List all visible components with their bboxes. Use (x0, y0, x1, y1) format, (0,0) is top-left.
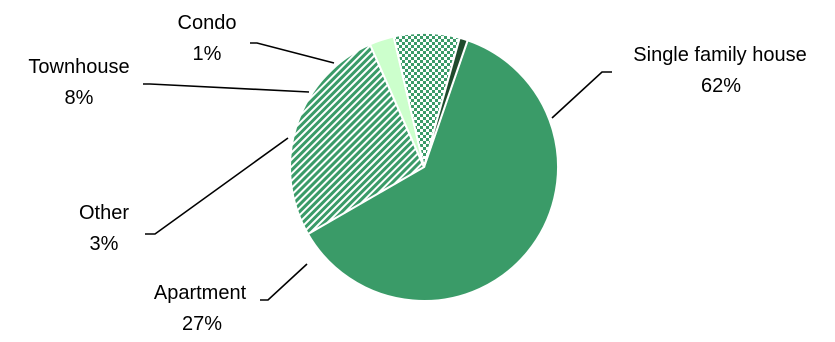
slice-label-condo-name: Condo (178, 12, 237, 34)
slice-label-single-family-house-value: 62% (701, 75, 741, 97)
leader-line-single-family-house (551, 71, 612, 119)
leader-lines (143, 42, 612, 301)
slice-label-single-family-house-name: Single family house (633, 44, 806, 66)
slice-label-apartment-name: Apartment (154, 282, 247, 304)
pie-slice-condo (423, 36, 469, 168)
leader-line-condo (250, 42, 335, 64)
slice-label-apartment-value: 27% (182, 313, 222, 335)
leader-line-apartment (260, 263, 308, 301)
slice-label-townhouse-name: Townhouse (28, 56, 129, 78)
pie-slices (289, 32, 559, 302)
slice-label-other-value: 3% (90, 233, 119, 255)
leader-line-other (145, 137, 289, 235)
slice-label-other-name: Other (79, 202, 129, 224)
leader-line-townhouse (143, 83, 310, 93)
slice-label-townhouse-value: 8% (65, 87, 94, 109)
slice-labels: Single family house 62% Apartment 27% Ot… (28, 12, 806, 335)
slice-label-condo-value: 1% (193, 43, 222, 65)
pie-slice-single-family-house (306, 39, 559, 302)
